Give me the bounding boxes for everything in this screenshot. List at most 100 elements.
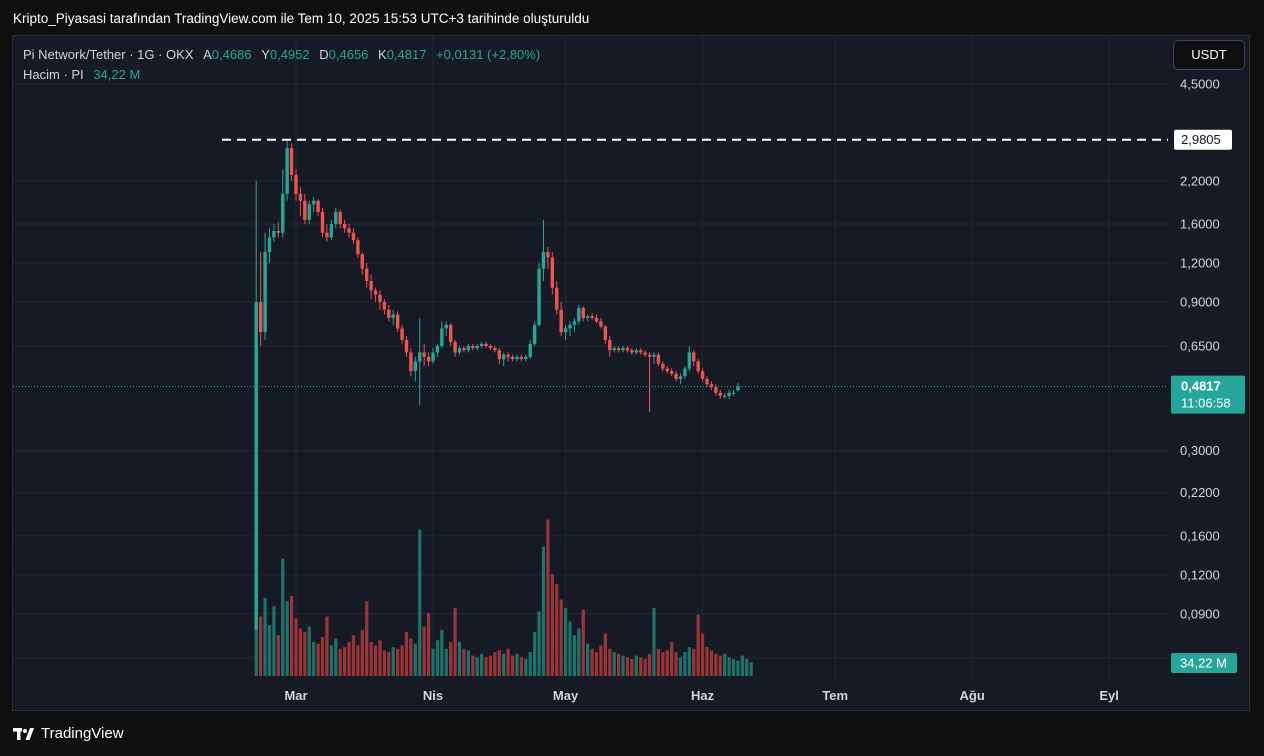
- volume-bar: [577, 628, 581, 676]
- low-label: D: [319, 47, 329, 62]
- volume-bar: [643, 659, 647, 676]
- volume-bar: [365, 601, 369, 676]
- volume-bar: [524, 659, 528, 676]
- candle-body: [555, 287, 559, 310]
- volume-bar: [586, 643, 590, 676]
- tradingview-logo-icon: [13, 727, 34, 740]
- candle-body: [581, 308, 585, 318]
- candle-body: [705, 378, 709, 385]
- volume-bar: [480, 653, 484, 676]
- volume-bar: [546, 519, 550, 676]
- volume-bar: [612, 652, 616, 676]
- candle-body: [356, 240, 360, 255]
- currency-button[interactable]: USDT: [1173, 40, 1245, 70]
- volume-bar: [621, 655, 625, 676]
- symbol-label[interactable]: Pi Network/Tether · 1G · OKX: [23, 47, 194, 62]
- candle-body: [426, 356, 431, 362]
- candle-body: [541, 252, 546, 269]
- candle-body: [466, 346, 471, 351]
- y-tick-label: 0,6500: [1180, 339, 1220, 354]
- candle-body: [360, 254, 364, 269]
- volume-bar: [665, 650, 669, 676]
- y-tick-label: 0,1200: [1180, 567, 1220, 582]
- candle-body: [731, 392, 736, 394]
- candle-body: [325, 232, 329, 238]
- candle-body: [568, 324, 572, 329]
- candle-body: [603, 326, 608, 340]
- volume-bar: [488, 655, 493, 676]
- candle-body: [722, 395, 727, 397]
- volume-bar: [413, 643, 417, 676]
- volume-bar: [418, 529, 422, 676]
- candle-body: [665, 368, 669, 372]
- candle-body: [488, 346, 493, 349]
- candle-body: [510, 356, 515, 360]
- volume-bar: [572, 635, 577, 676]
- candle-body: [528, 343, 532, 357]
- volume-bar: [497, 650, 501, 676]
- candle-body: [365, 268, 369, 282]
- y-tick-label: 1,2000: [1180, 255, 1220, 270]
- footer: TradingView: [13, 725, 124, 742]
- chart-frame[interactable]: [12, 35, 1250, 711]
- candle-body: [307, 204, 311, 220]
- volume-bar: [683, 652, 687, 676]
- volume-bar: [294, 618, 298, 676]
- volume-bar: [617, 653, 621, 676]
- volume-bar: [259, 616, 263, 676]
- volume-bar: [608, 648, 612, 676]
- volume-bar: [440, 630, 444, 676]
- volume-bar: [316, 643, 320, 676]
- volume-bar: [391, 647, 395, 676]
- volume-bar: [387, 652, 391, 676]
- volume-bar: [471, 655, 475, 676]
- candle-body: [506, 354, 510, 357]
- volume-bar: [404, 631, 409, 676]
- volume-bar: [647, 653, 652, 676]
- volume-bar: [718, 655, 722, 676]
- candle-body: [559, 309, 563, 333]
- candle-body: [387, 309, 391, 318]
- candle-body: [647, 354, 652, 357]
- volume-label[interactable]: Hacim · PI: [23, 67, 84, 82]
- candle-body: [391, 314, 395, 318]
- candle-body: [546, 252, 550, 258]
- ohlc-row: Pi Network/Tether · 1G · OKX A0,4686 Y0,…: [23, 45, 540, 65]
- y-tick-label: 1,6000: [1180, 217, 1220, 232]
- candle-body: [418, 352, 422, 362]
- volume-bar: [312, 642, 316, 676]
- volume-bar: [343, 647, 347, 676]
- volume-bar: [692, 648, 696, 676]
- candle-body: [263, 252, 267, 333]
- candle-body: [577, 308, 581, 322]
- candle-body: [519, 356, 524, 360]
- volume-bar: [515, 653, 519, 676]
- candle-body: [585, 316, 590, 318]
- candle-body: [382, 301, 387, 310]
- candle-body: [298, 193, 303, 201]
- candle-body: [550, 257, 555, 288]
- candle-body: [700, 371, 705, 379]
- volume-bar: [731, 659, 736, 676]
- candle-body: [457, 348, 462, 353]
- candle-body: [736, 386, 740, 391]
- volume-bar: [449, 642, 453, 676]
- volume-bar: [634, 655, 638, 676]
- low-value: 0,4656: [328, 47, 369, 62]
- high-label: Y: [261, 47, 270, 62]
- volume-bar: [603, 633, 607, 676]
- high-marker-box: [1174, 129, 1232, 150]
- candle-body: [338, 211, 342, 224]
- open-value: 0,4686: [211, 47, 252, 62]
- footer-brand[interactable]: TradingView: [41, 725, 124, 742]
- volume-bar: [400, 645, 404, 676]
- volume-bar: [289, 596, 294, 676]
- candle-body: [413, 361, 418, 372]
- volume-bar: [705, 647, 709, 676]
- volume-bar: [696, 614, 700, 676]
- volume-bar: [382, 650, 386, 676]
- candle-body: [590, 316, 594, 318]
- x-tick-label: Ağu: [960, 688, 985, 703]
- candle-body: [484, 343, 488, 346]
